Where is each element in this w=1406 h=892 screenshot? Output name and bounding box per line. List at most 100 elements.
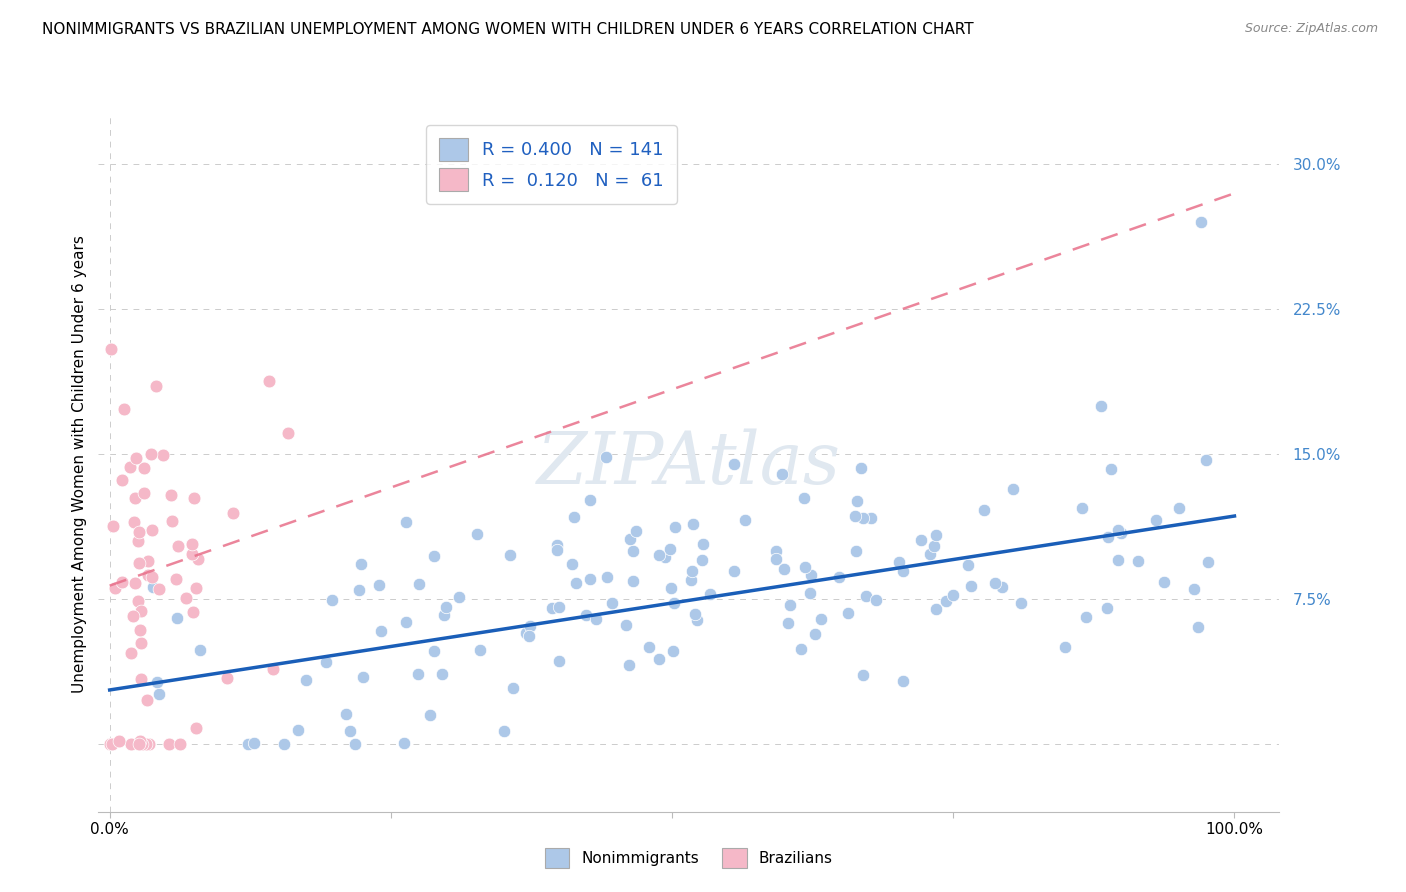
Point: [146, 674, 169, 689]
Point: [793, 491, 815, 505]
Point: [1195, 453, 1218, 467]
Point: [991, 580, 1014, 594]
Point: [619, 532, 641, 546]
Point: [681, 573, 703, 587]
Point: [1109, 526, 1132, 541]
Point: [1054, 640, 1077, 654]
Point: [546, 542, 568, 557]
Point: [626, 524, 648, 538]
Point: [519, 619, 541, 633]
Point: [148, 687, 170, 701]
Point: [406, 667, 429, 681]
Point: [772, 562, 794, 576]
Point: [277, 426, 299, 441]
Point: [129, 672, 152, 686]
Point: [423, 644, 446, 658]
Point: [131, 737, 153, 751]
Point: [575, 607, 598, 622]
Point: [128, 556, 150, 570]
Point: [236, 737, 259, 751]
Point: [690, 553, 713, 567]
Point: [846, 494, 869, 508]
Point: [181, 605, 204, 619]
Point: [430, 667, 453, 681]
Point: [315, 655, 337, 669]
Point: [257, 374, 280, 388]
Point: [851, 461, 873, 475]
Point: [392, 736, 415, 750]
Point: [789, 641, 811, 656]
Point: [494, 723, 516, 738]
Point: [129, 733, 152, 747]
Point: [180, 537, 202, 551]
Point: [465, 527, 488, 541]
Text: NONIMMIGRANTS VS BRAZILIAN UNEMPLOYMENT AMONG WOMEN WITH CHILDREN UNDER 6 YEARS : NONIMMIGRANTS VS BRAZILIAN UNEMPLOYMENT …: [42, 22, 974, 37]
Point: [540, 601, 562, 615]
Point: [142, 580, 165, 594]
Point: [546, 538, 568, 552]
Point: [891, 673, 914, 688]
Point: [1126, 554, 1149, 568]
Point: [837, 607, 859, 621]
Point: [127, 594, 149, 608]
Point: [367, 578, 389, 592]
Point: [433, 608, 456, 623]
Point: [169, 737, 191, 751]
Point: [124, 576, 146, 591]
Point: [120, 737, 142, 751]
Point: [658, 542, 681, 557]
Point: [125, 450, 148, 465]
Point: [112, 402, 135, 417]
Point: [548, 600, 571, 615]
Point: [160, 487, 183, 501]
Point: [184, 581, 207, 595]
Point: [1107, 523, 1129, 537]
Point: [810, 612, 832, 626]
Point: [128, 737, 150, 751]
Point: [129, 636, 152, 650]
Point: [422, 549, 444, 563]
Point: [129, 604, 152, 618]
Point: [799, 585, 821, 599]
Point: [124, 491, 146, 505]
Point: [128, 524, 150, 539]
Point: [579, 492, 602, 507]
Point: [983, 575, 1005, 590]
Point: [183, 491, 205, 505]
Point: [1097, 530, 1119, 544]
Point: [889, 556, 911, 570]
Point: [595, 450, 617, 464]
Point: [659, 581, 682, 595]
Point: [1182, 582, 1205, 597]
Point: [152, 448, 174, 462]
Point: [132, 461, 155, 475]
Point: [447, 590, 470, 604]
Point: [1197, 555, 1219, 569]
Point: [188, 643, 211, 657]
Point: [1099, 461, 1122, 475]
Point: [344, 737, 367, 751]
Point: [1189, 215, 1212, 229]
Point: [434, 600, 457, 615]
Point: [664, 520, 686, 534]
Point: [723, 564, 745, 578]
Point: [685, 607, 707, 621]
Text: ZIPAtlas: ZIPAtlas: [537, 428, 841, 500]
Point: [851, 510, 873, 524]
Point: [122, 515, 145, 529]
Point: [127, 533, 149, 548]
Point: [166, 611, 188, 625]
Point: [395, 615, 418, 630]
Point: [157, 737, 180, 751]
Point: [1187, 619, 1209, 633]
Point: [561, 557, 583, 571]
Point: [648, 549, 671, 563]
Point: [617, 658, 640, 673]
Point: [595, 570, 617, 584]
Point: [564, 575, 586, 590]
Point: [845, 544, 868, 558]
Point: [165, 572, 187, 586]
Point: [339, 723, 361, 738]
Point: [243, 736, 266, 750]
Point: [918, 547, 941, 561]
